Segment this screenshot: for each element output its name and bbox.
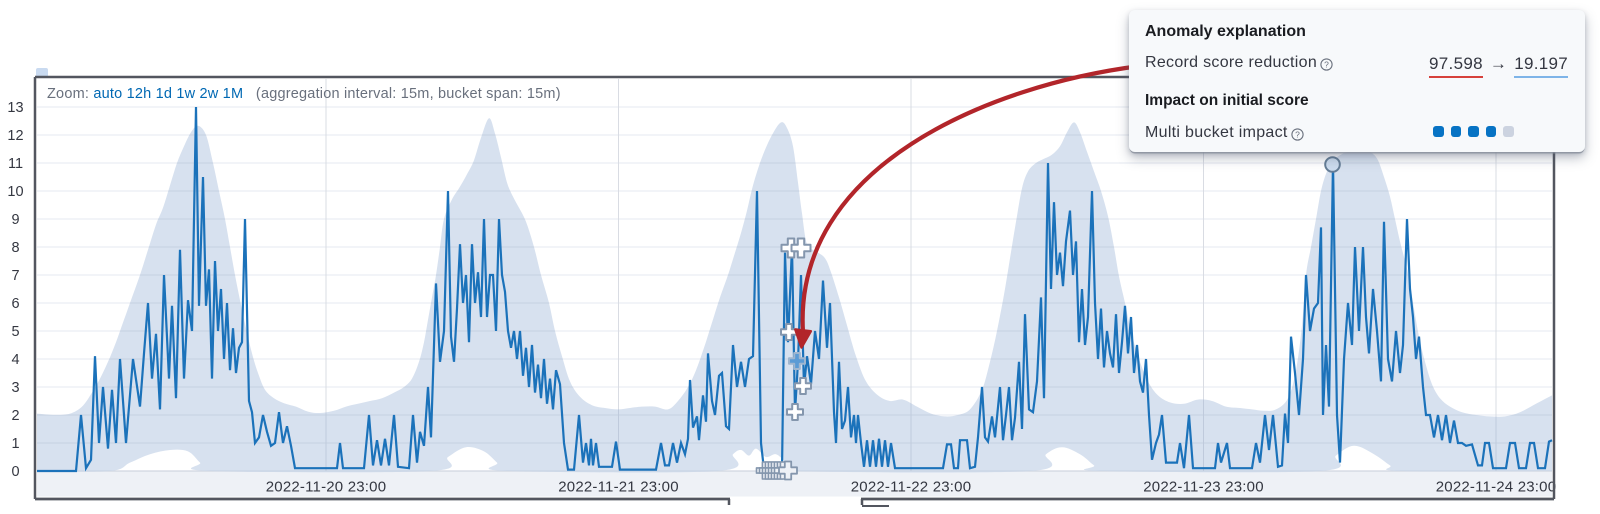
svg-text:8: 8 xyxy=(11,240,19,256)
svg-text:2022-11-20 23:00: 2022-11-20 23:00 xyxy=(266,479,387,496)
svg-text:2022-11-23 23:00: 2022-11-23 23:00 xyxy=(1143,479,1264,496)
svg-text:2022-11-24 23:00: 2022-11-24 23:00 xyxy=(1436,479,1557,496)
svg-text:0: 0 xyxy=(11,464,19,480)
svg-text:?: ? xyxy=(1324,59,1329,69)
svg-text:11: 11 xyxy=(8,156,23,172)
svg-text:?: ? xyxy=(1295,129,1300,139)
svg-text:2022-11-22 23:00: 2022-11-22 23:00 xyxy=(851,479,972,496)
svg-text:7: 7 xyxy=(11,268,19,284)
svg-text:9: 9 xyxy=(11,212,19,228)
svg-text:4: 4 xyxy=(11,352,19,368)
svg-text:2022-11-21 23:00: 2022-11-21 23:00 xyxy=(558,479,679,496)
svg-text:3: 3 xyxy=(11,380,19,396)
svg-text:5: 5 xyxy=(11,324,19,340)
svg-text:6: 6 xyxy=(11,296,19,312)
svg-text:12: 12 xyxy=(7,128,23,144)
svg-text:13: 13 xyxy=(7,100,23,116)
svg-text:1: 1 xyxy=(11,436,19,452)
svg-text:2: 2 xyxy=(11,408,19,424)
svg-text:10: 10 xyxy=(7,184,23,200)
